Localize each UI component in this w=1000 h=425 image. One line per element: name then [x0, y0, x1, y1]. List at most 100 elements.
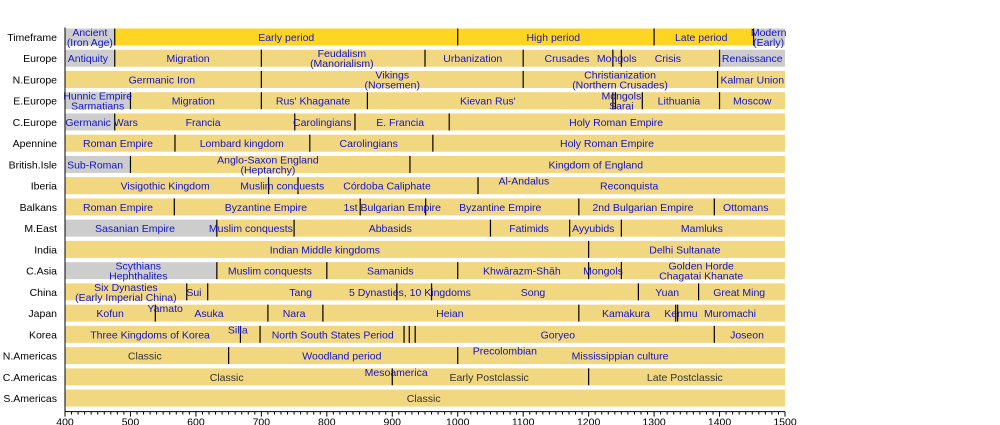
period-label: Córdoba Caliphate	[343, 181, 431, 193]
row-label: Japan	[28, 308, 57, 320]
period-bar	[261, 49, 425, 67]
period-label: Carolingians	[340, 138, 398, 150]
x-tick-label: 1400	[708, 417, 732, 425]
period-label: Migration	[172, 96, 215, 108]
row-label: N.Europe	[13, 74, 58, 86]
period-label: Early Postclassic	[449, 372, 528, 384]
row-label: British.Isle	[9, 159, 58, 171]
region-label: Mesoamerica	[365, 367, 428, 379]
period-label: Delhi Sultanate	[649, 244, 720, 256]
period-label: Fatimids	[509, 223, 549, 235]
period-bar	[65, 49, 115, 67]
period-label: (Iron Age)	[67, 37, 113, 49]
period-label: Asuka	[194, 308, 223, 320]
period-label: 5 Dynasties, 10 Kingdoms	[349, 287, 471, 299]
period-bar	[65, 134, 175, 152]
period-label: Hephthalites	[109, 271, 167, 283]
period-bar	[130, 155, 410, 173]
period-label: Heian	[436, 308, 464, 320]
period-label: Kenmu	[664, 308, 697, 320]
period-label: Feudalism	[318, 48, 367, 60]
timeline-row: Antiquity Migration Feudalism(Manorialism)…	[65, 48, 785, 70]
period-bar	[677, 304, 785, 322]
period-label: Goryeo	[541, 329, 576, 341]
period-label: Kalmar Union	[720, 74, 784, 86]
period-label: Anglo-Saxon England	[217, 154, 319, 166]
period-bar	[260, 325, 405, 343]
period-label: Moscow	[733, 96, 772, 108]
row-labels: Timeframe Europe N.Europe E.Europe C.Europe A…	[3, 32, 57, 405]
period-bar	[425, 198, 579, 216]
row-label: India	[34, 244, 57, 256]
x-tick-label: 1000	[446, 417, 470, 425]
x-tick-label: 800	[318, 417, 336, 425]
period-label: Modern	[751, 27, 787, 39]
period-bar	[228, 347, 458, 365]
period-bar	[114, 113, 295, 131]
period-bar	[240, 325, 261, 343]
period-bar	[65, 28, 115, 46]
period-label: Sub-Roman	[67, 159, 123, 171]
period-label: Kamakura	[602, 308, 650, 320]
period-bar	[588, 368, 785, 386]
period-label: Classic	[407, 393, 441, 405]
period-bar	[478, 177, 785, 195]
period-bar	[457, 262, 589, 280]
period-bar	[612, 92, 616, 110]
period-label: Late period	[675, 32, 728, 44]
timeline-row: Three Kingdoms of Korea North South State…	[65, 324, 785, 343]
period-bar	[404, 325, 410, 343]
period-bar	[638, 283, 699, 301]
period-label: Holy Roman Empire	[560, 138, 654, 150]
period-label: (Manorialism)	[310, 58, 374, 70]
period-bar	[261, 92, 368, 110]
period-label: (Heptarchy)	[240, 164, 295, 176]
period-bar	[65, 368, 393, 386]
period-bar	[216, 262, 327, 280]
period-label: Roman Empire	[83, 138, 153, 150]
period-bar	[654, 28, 754, 46]
timeline-bars: Ancient(Iron Age) Early period High period…	[63, 27, 787, 407]
period-label: Muslim conquests	[228, 266, 312, 278]
row-label: N.Americas	[3, 351, 57, 363]
period-bar	[65, 219, 217, 237]
timeline-row: Classic Woodland period Mississippian cult…	[65, 346, 785, 365]
row-label: S.Americas	[3, 393, 57, 405]
timeline-row: Ancient(Iron Age) Early period High period…	[65, 27, 787, 49]
period-bar	[65, 198, 175, 216]
period-bar	[65, 113, 115, 131]
period-bar	[268, 177, 299, 195]
period-bar	[578, 198, 715, 216]
timeline-row: Kofun Asuka Nara Heian Kamakura Kenmu Muromach…	[65, 303, 785, 322]
period-label: (Early)	[753, 37, 784, 49]
period-label: Carolingians	[293, 117, 351, 129]
period-bar	[309, 134, 433, 152]
period-label: 1st Bulgarian Empire	[344, 202, 442, 214]
period-label: Classic	[210, 372, 244, 384]
period-bar	[65, 92, 131, 110]
period-label: Golden Horde	[669, 261, 735, 273]
period-label: Abbasids	[369, 223, 412, 235]
period-label: Germanic Iron	[129, 74, 196, 86]
period-label: Antiquity	[68, 53, 109, 65]
period-bar	[174, 198, 361, 216]
period-label: Woodland period	[302, 351, 381, 363]
timeline-row: Sub-Roman Anglo-Saxon England(Heptarchy) K…	[65, 154, 785, 176]
period-bar	[65, 70, 262, 88]
period-label: Francia	[186, 117, 221, 129]
period-label: Crusades	[545, 53, 590, 65]
period-label: Roman Empire	[83, 202, 153, 214]
period-label: Late Postclassic	[647, 372, 723, 384]
x-tick-label: 900	[384, 417, 402, 425]
period-bar	[65, 283, 187, 301]
period-label: Lithuania	[658, 96, 701, 108]
period-bar	[588, 262, 622, 280]
period-bar	[261, 70, 524, 88]
x-tick-label: 400	[56, 417, 74, 425]
period-bar	[490, 219, 570, 237]
timeline-row: Roman Empire Lombard kingdom Carolingians H…	[65, 134, 785, 152]
x-tick-label: 500	[122, 417, 140, 425]
period-bar	[425, 49, 524, 67]
